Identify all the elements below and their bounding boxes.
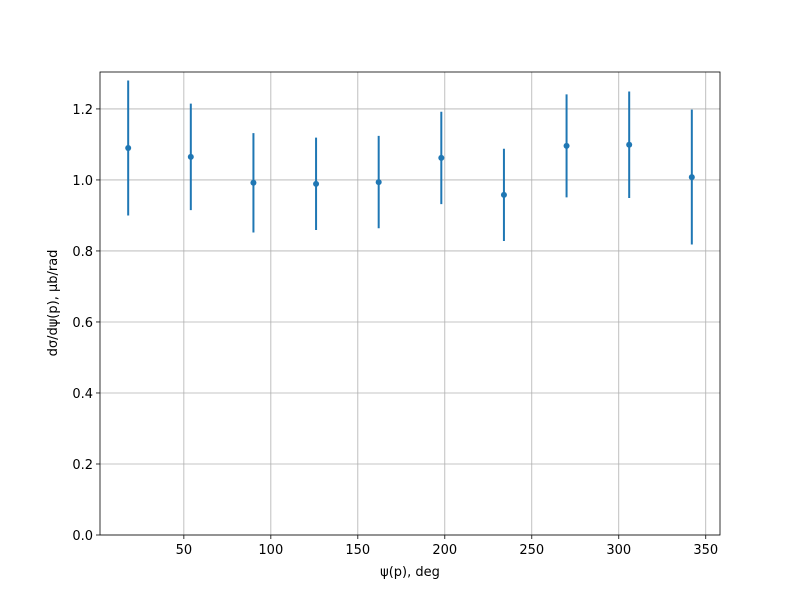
x-tick-label: 100	[258, 543, 283, 558]
x-tick-label: 50	[176, 543, 193, 558]
data-point	[438, 154, 445, 161]
y-tick-label: 1.0	[72, 174, 93, 189]
data-point	[626, 141, 633, 148]
data-point	[187, 153, 194, 160]
y-tick-label: 0.2	[72, 458, 93, 473]
data-point	[563, 142, 570, 149]
x-tick-label: 200	[432, 543, 457, 558]
x-axis-label: ψ(p), deg	[380, 565, 440, 580]
x-tick-label: 300	[606, 543, 631, 558]
x-tick-label: 350	[693, 543, 718, 558]
y-tick-label: 0.8	[72, 245, 93, 260]
plot-frame	[99, 71, 721, 536]
y-tick-label: 0.0	[72, 529, 93, 544]
data-point	[688, 174, 695, 181]
x-tick-label: 150	[345, 543, 370, 558]
x-tick-label: 250	[519, 543, 544, 558]
data-point	[125, 144, 132, 151]
y-tick-label: 1.2	[72, 103, 93, 118]
data-point	[375, 179, 382, 186]
y-tick-label: 0.6	[72, 316, 93, 331]
data-point	[500, 191, 507, 198]
y-tick-label: 0.4	[72, 387, 93, 402]
y-axis-label: dσ/dψ(p), μb/rad	[46, 250, 61, 357]
data-point	[313, 180, 320, 187]
data-point	[250, 179, 257, 186]
